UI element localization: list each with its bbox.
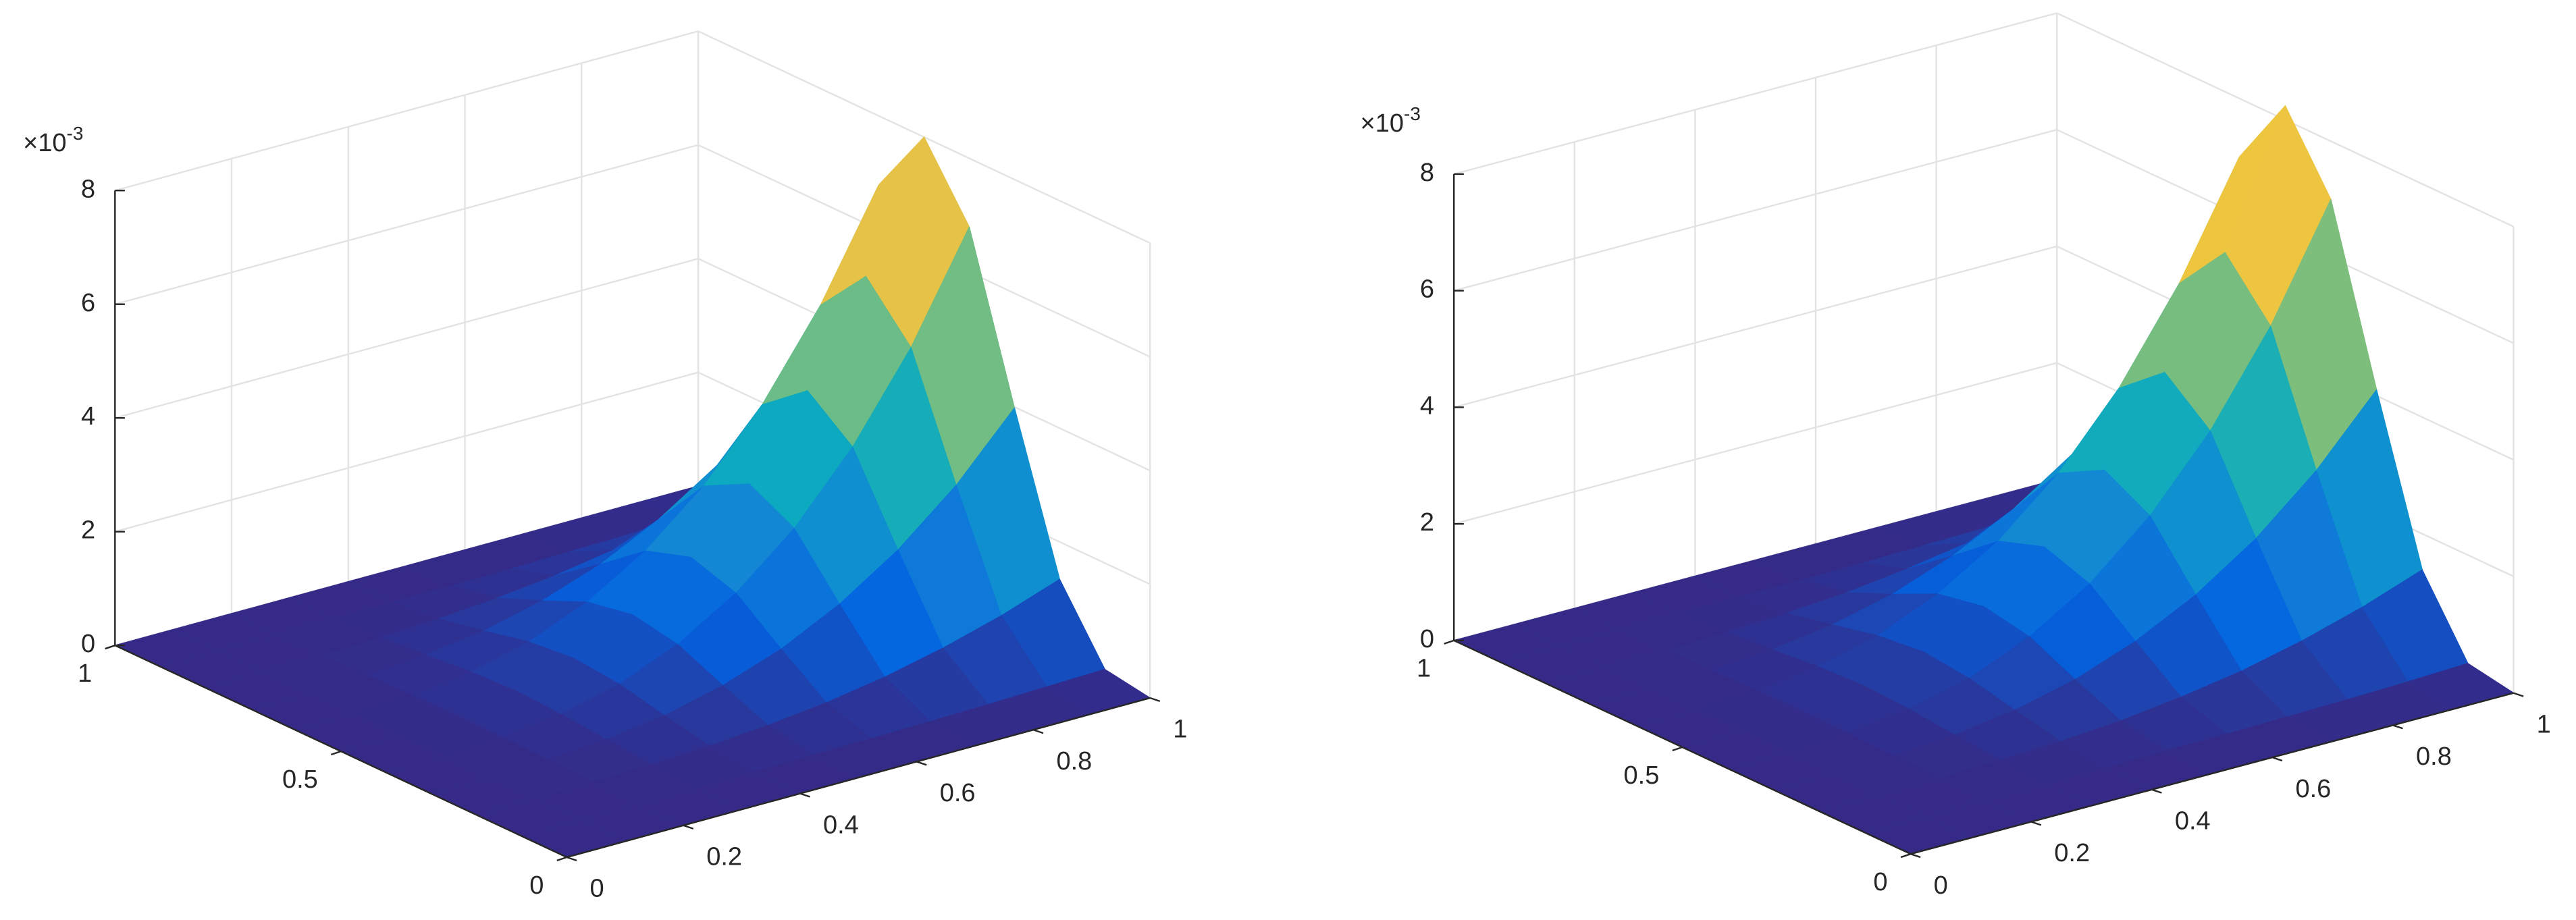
grid-line [114,258,699,419]
x-tick [1149,697,1161,703]
x-tick-label: 0.2 [706,843,742,871]
x-tick-label: 0.6 [2295,775,2331,803]
z-multiplier-exponent: -3 [67,123,84,144]
x-tick [2151,788,2162,794]
z-tick-label: 2 [1420,508,1434,537]
x-tick [2271,756,2283,762]
z-multiplier: ×10-3 [1361,103,1421,138]
x-axis-line [1910,692,2514,855]
y-tick [105,645,115,650]
grid-line [114,371,699,533]
y-tick-label: 1 [1417,655,1431,683]
x-tick-label: 0 [589,875,604,903]
x-tick-label: 0.6 [940,779,976,807]
z-tick-label: 6 [81,289,95,317]
z-tick-label: 6 [1420,275,1434,304]
x-axis-line [567,697,1151,859]
z-tick-label: 4 [1420,391,1434,420]
x-tick-label: 1 [1173,715,1187,744]
z-tick-label: 2 [81,516,95,545]
y-axis-line [1453,639,1912,855]
grid-line [1453,12,2057,175]
x-tick-label: 0.8 [2416,742,2452,771]
x-tick [916,761,927,766]
x-tick-label: 1 [2537,710,2551,738]
grid-line [114,144,699,305]
z-tick-label: 4 [81,402,95,431]
z-multiplier-base: ×10 [1361,109,1404,138]
x-tick [1033,729,1044,734]
y-tick-label: 0 [529,871,544,900]
x-tick-label: 0.4 [2175,807,2211,835]
x-tick-label: 0 [1934,871,1948,900]
x-tick [1910,853,1921,859]
z-multiplier-base: ×10 [23,129,66,157]
z-multiplier: ×10-3 [23,123,83,157]
y-tick [330,750,342,756]
y-tick [1900,853,1912,859]
x-tick [2392,724,2403,730]
x-tick [799,792,810,798]
y-tick-label: 0.5 [282,765,318,794]
grid-line [1453,129,2057,292]
x-tick [2513,692,2524,697]
x-tick [567,856,577,862]
x-tick-label: 0.8 [1056,747,1092,776]
x-tick-label: 0.4 [823,811,859,839]
y-tick-label: 1 [78,659,92,688]
z-tick-label: 0 [1420,625,1434,653]
x-tick [683,824,694,830]
y-tick-label: 0 [1873,868,1887,896]
grid-line [114,30,699,192]
x-tick-label: 0.2 [2054,839,2090,867]
z-tick-label: 8 [1420,159,1434,187]
grid-line [1453,362,2057,525]
y-tick-label: 0.5 [1624,761,1660,790]
y-tick [1672,746,1683,752]
z-tick-label: 8 [81,175,95,203]
y-tick [1444,639,1454,645]
x-tick [2030,821,2042,826]
y-tick [556,856,567,862]
z-multiplier-exponent: -3 [1404,103,1421,124]
grid-line [1453,245,2057,408]
z-tick-label: 0 [81,630,95,658]
